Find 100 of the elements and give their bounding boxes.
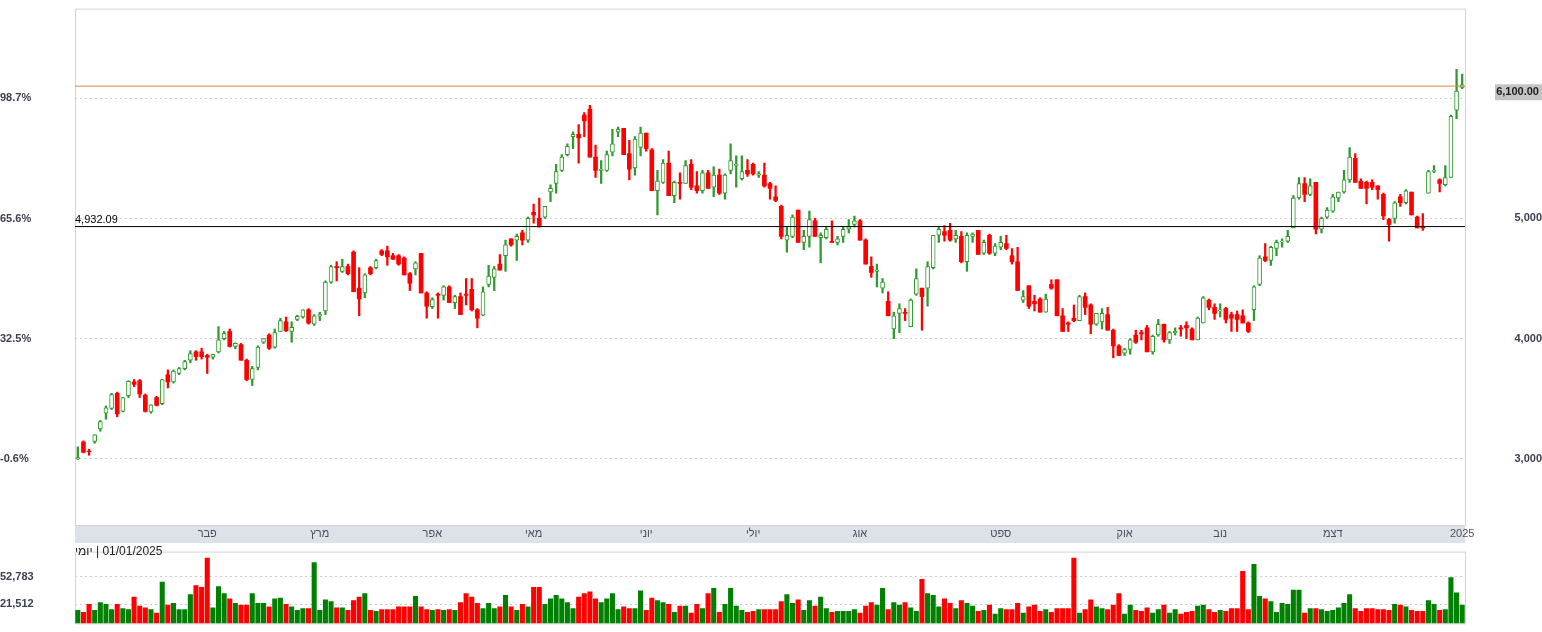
bar bbox=[75, 610, 81, 624]
candlestick bbox=[441, 285, 446, 301]
y-tick-label: 5,000 bbox=[1514, 211, 1542, 224]
candlestick bbox=[1279, 238, 1285, 248]
bar bbox=[165, 604, 171, 624]
bar bbox=[497, 606, 503, 624]
candlestick bbox=[171, 369, 176, 384]
candlestick bbox=[925, 261, 930, 307]
bar bbox=[452, 610, 458, 624]
candlestick bbox=[261, 338, 266, 344]
candlestick bbox=[1454, 68, 1459, 119]
candlestick bbox=[103, 405, 109, 420]
y-tick-label: 52,783 bbox=[0, 569, 34, 582]
x-tick-label: 2025 bbox=[1449, 526, 1475, 539]
candlestick bbox=[683, 160, 688, 184]
bar bbox=[232, 603, 238, 624]
bar bbox=[412, 595, 418, 624]
candlestick bbox=[1347, 147, 1352, 183]
bar bbox=[919, 579, 925, 624]
candlestick bbox=[216, 326, 221, 354]
bar bbox=[334, 607, 340, 624]
x-tick-label: אוק bbox=[1116, 526, 1133, 539]
candlestick bbox=[1094, 313, 1099, 326]
candlestick bbox=[565, 143, 570, 157]
candlestick bbox=[278, 317, 283, 332]
candlestick bbox=[503, 239, 508, 272]
bar bbox=[306, 608, 312, 624]
bar bbox=[227, 598, 233, 624]
y2-tick-label: 32.5% bbox=[0, 331, 32, 344]
ref-line-label: 6,100.00 bbox=[1496, 85, 1539, 98]
candlestick bbox=[874, 263, 880, 288]
bar bbox=[114, 603, 120, 624]
candlestick bbox=[1274, 239, 1279, 257]
candlestick bbox=[1319, 216, 1324, 234]
bar bbox=[975, 610, 981, 624]
x-tick-label: אוג bbox=[852, 526, 868, 539]
x-tick-label: מרץ bbox=[310, 526, 330, 539]
bar bbox=[514, 610, 520, 624]
candlestick bbox=[835, 236, 840, 246]
candlestick bbox=[655, 169, 660, 216]
candlestick bbox=[97, 420, 103, 432]
candlestick bbox=[1077, 295, 1082, 321]
bar bbox=[367, 610, 373, 624]
candlestick bbox=[610, 129, 615, 157]
bar bbox=[266, 606, 272, 624]
bar bbox=[812, 605, 818, 624]
candlestick bbox=[790, 214, 795, 238]
candlestick bbox=[1122, 347, 1127, 356]
x-tick-label: יולי bbox=[745, 526, 761, 539]
bar bbox=[1262, 598, 1268, 624]
x-tick-label: אפר bbox=[422, 526, 443, 539]
bar bbox=[362, 593, 368, 624]
bar bbox=[711, 587, 717, 624]
bar bbox=[508, 606, 514, 624]
bar bbox=[885, 609, 891, 624]
x-tick-label: מאי bbox=[524, 526, 543, 539]
candlestick bbox=[548, 184, 553, 202]
bar bbox=[373, 610, 379, 624]
bar bbox=[159, 581, 165, 624]
bar bbox=[1302, 612, 1308, 624]
bar bbox=[683, 605, 689, 624]
bar bbox=[902, 602, 908, 624]
bar bbox=[1020, 612, 1026, 624]
y-tick-label: 4,000 bbox=[1514, 331, 1542, 344]
bar bbox=[1403, 606, 1409, 624]
candlestick bbox=[700, 169, 705, 194]
candlestick bbox=[188, 350, 193, 364]
candlestick bbox=[638, 126, 643, 157]
bar bbox=[1076, 612, 1083, 624]
candlestick bbox=[1291, 195, 1296, 229]
bar bbox=[756, 609, 762, 624]
bar bbox=[339, 607, 345, 624]
candlestick bbox=[109, 393, 114, 410]
x-tick-label: דצמ bbox=[1322, 526, 1343, 539]
candlestick bbox=[728, 143, 733, 175]
candlestick bbox=[818, 232, 823, 264]
bar bbox=[1161, 604, 1167, 624]
candlestick bbox=[1257, 255, 1262, 287]
candlestick bbox=[1426, 169, 1431, 194]
bar bbox=[699, 608, 705, 624]
candlestick bbox=[430, 297, 435, 309]
bar bbox=[441, 610, 447, 624]
bar bbox=[795, 599, 801, 624]
bar bbox=[705, 593, 711, 624]
bar bbox=[829, 611, 835, 624]
bar bbox=[1043, 609, 1049, 624]
bar bbox=[446, 609, 452, 624]
ref-line-label: 4,932.09 bbox=[75, 213, 118, 226]
candlestick bbox=[486, 264, 491, 288]
candlestick bbox=[970, 232, 975, 243]
bar bbox=[716, 611, 722, 624]
y2-tick-label: -0.6% bbox=[0, 451, 29, 464]
candlestick bbox=[1167, 331, 1172, 344]
candlestick bbox=[289, 321, 294, 343]
candlestick bbox=[1336, 191, 1341, 202]
y2-tick-label: 98.7% bbox=[0, 91, 32, 104]
bar bbox=[1437, 610, 1443, 624]
candlestick bbox=[1392, 201, 1397, 224]
y2-tick-label: 65.6% bbox=[0, 211, 32, 224]
bar bbox=[525, 606, 531, 624]
